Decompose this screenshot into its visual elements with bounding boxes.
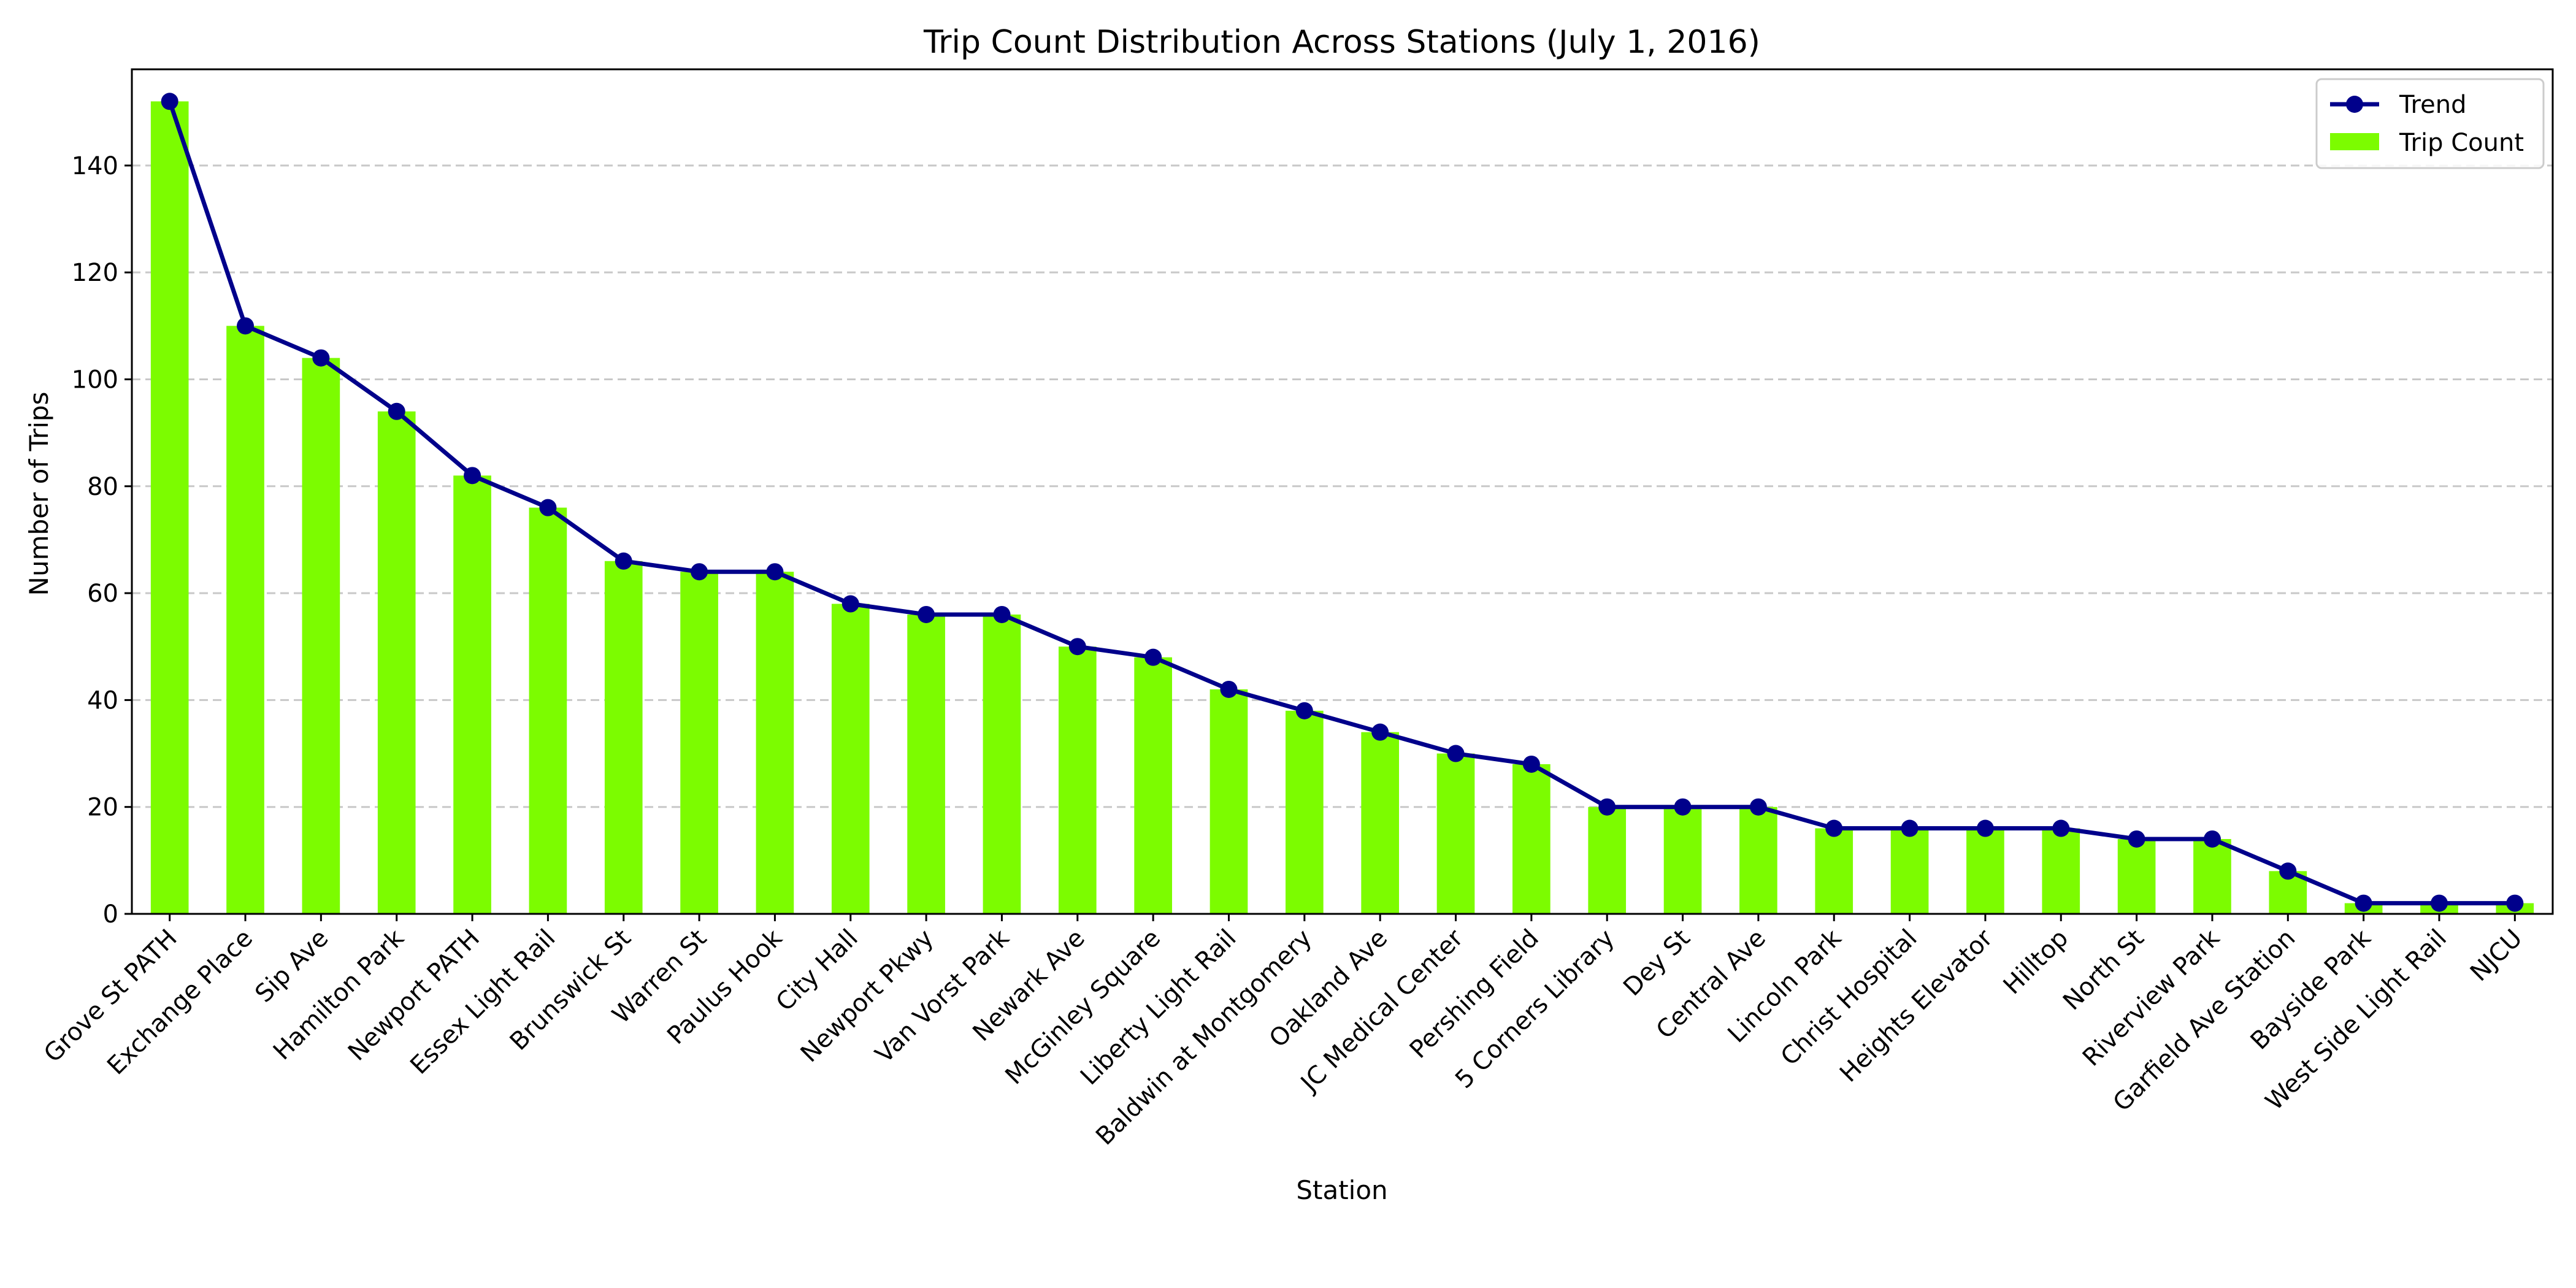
bar	[1436, 753, 1475, 914]
legend-bar-label: Trip Count	[2399, 129, 2524, 157]
trend-point	[1674, 798, 1692, 816]
bar	[529, 507, 567, 914]
bar	[756, 572, 794, 914]
trend-point	[691, 563, 708, 581]
trend-line-layer	[161, 93, 2524, 912]
bar	[680, 572, 718, 914]
trend-point	[312, 349, 330, 367]
bar	[377, 411, 416, 914]
trend-point	[2279, 862, 2297, 880]
trend-point	[2203, 830, 2221, 848]
bar	[1890, 828, 1929, 914]
trend-point	[1825, 819, 1843, 837]
bar	[604, 561, 643, 914]
y-tick-label: 60	[87, 580, 118, 608]
trend-point	[841, 595, 859, 613]
bar	[150, 101, 189, 914]
trend-point	[388, 402, 405, 420]
trend-point	[1749, 798, 1767, 816]
trend-point	[2355, 894, 2372, 912]
trend-point	[1976, 819, 1994, 837]
trend-point	[993, 605, 1011, 623]
legend-bar-swatch	[2330, 133, 2379, 150]
gridlines	[132, 164, 2553, 808]
bar	[1058, 646, 1097, 914]
trend-point	[161, 93, 178, 110]
trend-point	[2128, 830, 2145, 848]
bars	[150, 101, 2534, 914]
bar	[1285, 710, 1324, 914]
y-tick-label: 20	[87, 794, 118, 822]
trend-point	[615, 552, 632, 570]
y-axis-ticks: 0 20 40 60 80 100 120 140	[72, 152, 132, 929]
trend-point	[1447, 745, 1465, 762]
bar	[302, 358, 340, 914]
trend-point	[1598, 798, 1616, 816]
bar	[907, 614, 945, 914]
bar	[2117, 838, 2156, 914]
legend-trend-label: Trend	[2399, 91, 2466, 119]
y-tick-label: 40	[87, 686, 118, 715]
y-tick-label: 0	[103, 900, 118, 929]
legend-trend-marker	[2346, 96, 2363, 113]
trend-point	[2052, 819, 2070, 837]
y-tick-label: 140	[72, 152, 118, 180]
bar	[1512, 764, 1551, 914]
trend-point	[766, 563, 784, 581]
trend-point	[1522, 755, 1540, 773]
trend-point	[464, 467, 481, 485]
bar	[1209, 689, 1248, 914]
bar	[1361, 732, 1400, 914]
trend-point	[1901, 819, 1919, 837]
trend-point	[1220, 680, 1238, 698]
legend: Trend Trip Count	[2315, 78, 2545, 169]
chart-title: Trip Count Distribution Across Stations …	[923, 24, 1760, 61]
bar	[2042, 828, 2080, 914]
bar	[2193, 838, 2231, 914]
y-axis-label: Number of Trips	[24, 392, 54, 596]
bar	[1134, 657, 1172, 914]
bar	[1663, 807, 1702, 914]
x-axis-label: Station	[1296, 1175, 1387, 1205]
bar	[831, 604, 870, 914]
plot-frame	[131, 68, 2554, 915]
bar	[453, 475, 491, 914]
bar	[1739, 807, 1777, 914]
trend-point	[237, 317, 255, 335]
bar	[226, 326, 264, 914]
trend-point	[1068, 638, 1086, 656]
y-tick-label: 100	[72, 366, 118, 394]
bar	[1588, 807, 1627, 914]
bar	[1966, 828, 2004, 914]
trend-point	[1295, 702, 1313, 719]
trend-point	[1144, 648, 1162, 666]
trend-point	[2430, 894, 2448, 912]
trend-point	[1371, 723, 1389, 741]
trend-point	[918, 605, 935, 623]
y-tick-label: 80	[87, 473, 118, 501]
trend-point	[2506, 894, 2524, 912]
bar	[1815, 828, 1853, 914]
trend-line	[167, 101, 2515, 906]
trend-point	[539, 499, 557, 516]
y-tick-label: 120	[72, 259, 118, 287]
bar	[983, 614, 1021, 914]
